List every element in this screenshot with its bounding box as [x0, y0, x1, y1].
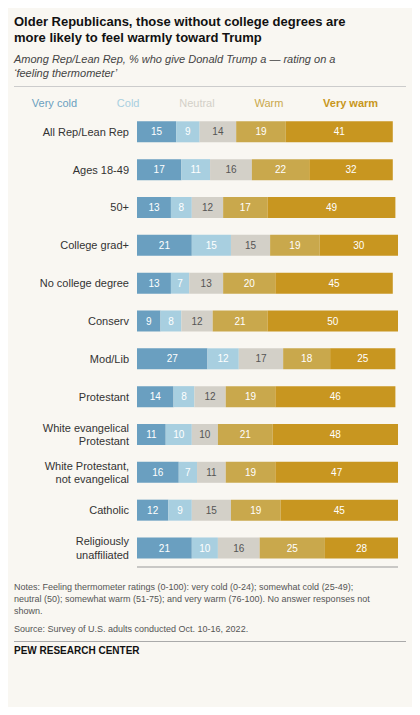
- svg-text:No college degree: No college degree: [40, 277, 129, 289]
- svg-text:19: 19: [250, 505, 262, 516]
- svg-text:Protestant: Protestant: [79, 391, 129, 403]
- svg-text:13: 13: [201, 278, 213, 289]
- svg-text:Mod/Lib: Mod/Lib: [90, 353, 129, 365]
- svg-text:Catholic: Catholic: [89, 504, 129, 516]
- svg-text:15: 15: [206, 505, 218, 516]
- svg-text:16: 16: [225, 164, 237, 175]
- svg-text:13: 13: [148, 278, 160, 289]
- svg-text:46: 46: [330, 391, 342, 402]
- svg-text:19: 19: [289, 240, 301, 251]
- svg-text:12: 12: [218, 353, 230, 364]
- svg-text:9: 9: [177, 505, 183, 516]
- svg-text:28: 28: [356, 543, 368, 554]
- svg-text:7: 7: [177, 278, 183, 289]
- svg-text:16: 16: [233, 543, 245, 554]
- svg-text:Religiouslyunaffiliated: Religiouslyunaffiliated: [76, 535, 130, 560]
- svg-text:10: 10: [199, 543, 211, 554]
- svg-text:Ages 18-49: Ages 18-49: [73, 164, 129, 176]
- svg-text:8: 8: [168, 316, 174, 327]
- svg-text:17: 17: [255, 353, 267, 364]
- svg-text:13: 13: [148, 202, 160, 213]
- svg-text:All Rep/Lean Rep: All Rep/Lean Rep: [43, 126, 129, 138]
- svg-text:9: 9: [185, 126, 191, 137]
- svg-text:45: 45: [328, 278, 340, 289]
- svg-text:16: 16: [152, 467, 164, 478]
- svg-text:14: 14: [212, 126, 224, 137]
- svg-text:15: 15: [206, 240, 218, 251]
- svg-text:18: 18: [301, 353, 313, 364]
- svg-text:19: 19: [245, 467, 257, 478]
- svg-text:White evangelicalProtestant: White evangelicalProtestant: [43, 422, 129, 447]
- svg-text:11: 11: [191, 164, 202, 175]
- svg-text:32: 32: [345, 164, 357, 175]
- svg-text:7: 7: [185, 467, 191, 478]
- svg-text:22: 22: [275, 164, 287, 175]
- html-text:Very cold: Very cold: [31, 97, 78, 109]
- svg-text:12: 12: [191, 316, 203, 327]
- svg-text:21: 21: [240, 429, 252, 440]
- svg-text:27: 27: [167, 353, 179, 364]
- html-text:Warm: Warm: [254, 97, 284, 109]
- svg-text:25: 25: [357, 353, 369, 364]
- svg-text:8: 8: [181, 391, 187, 402]
- svg-text:15: 15: [151, 126, 163, 137]
- svg-text:11: 11: [206, 467, 217, 478]
- svg-text:47: 47: [331, 467, 343, 478]
- svg-text:Conserv: Conserv: [88, 315, 129, 327]
- html-text:Older Republicans, those witho: Older Republicans, those without college…: [14, 14, 346, 45]
- svg-text:14: 14: [150, 391, 162, 402]
- svg-text:11: 11: [146, 429, 157, 440]
- svg-text:17: 17: [240, 202, 252, 213]
- html-text:Cold: Cold: [116, 97, 140, 109]
- svg-text:White Protestant,not evangelic: White Protestant,not evangelical: [45, 460, 129, 485]
- svg-text:17: 17: [154, 164, 166, 175]
- html-text:Very warm: Very warm: [323, 97, 379, 109]
- svg-text:10: 10: [173, 429, 185, 440]
- svg-text:College grad+: College grad+: [60, 239, 129, 251]
- svg-text:21: 21: [159, 240, 171, 251]
- html-text:PEW RESEARCH CENTER: PEW RESEARCH CENTER: [14, 645, 140, 656]
- svg-text:45: 45: [334, 505, 346, 516]
- html-text:Among Rep/Lean Rep, % who give: Among Rep/Lean Rep, % who give Donald Tr…: [14, 53, 336, 79]
- svg-text:30: 30: [353, 240, 365, 251]
- html-text:Notes: Feeling thermometer rat: Notes: Feeling thermometer ratings (0-10…: [14, 582, 370, 616]
- svg-text:21: 21: [235, 316, 247, 327]
- svg-text:12: 12: [205, 391, 217, 402]
- svg-text:21: 21: [159, 543, 171, 554]
- svg-text:12: 12: [147, 505, 159, 516]
- svg-text:15: 15: [245, 240, 257, 251]
- svg-text:49: 49: [326, 202, 338, 213]
- svg-text:41: 41: [334, 126, 346, 137]
- html-text:Source: Survey of U.S. adults: Source: Survey of U.S. adults conducted …: [14, 624, 249, 634]
- svg-text:19: 19: [245, 391, 257, 402]
- html-text:Neutral: Neutral: [179, 97, 215, 109]
- svg-text:50+: 50+: [110, 201, 129, 213]
- svg-text:9: 9: [146, 316, 152, 327]
- svg-text:50: 50: [327, 316, 339, 327]
- svg-text:48: 48: [330, 429, 342, 440]
- svg-text:8: 8: [179, 202, 185, 213]
- svg-text:10: 10: [199, 429, 211, 440]
- svg-text:19: 19: [255, 126, 267, 137]
- svg-text:12: 12: [202, 202, 214, 213]
- svg-text:25: 25: [287, 543, 299, 554]
- svg-text:20: 20: [244, 278, 256, 289]
